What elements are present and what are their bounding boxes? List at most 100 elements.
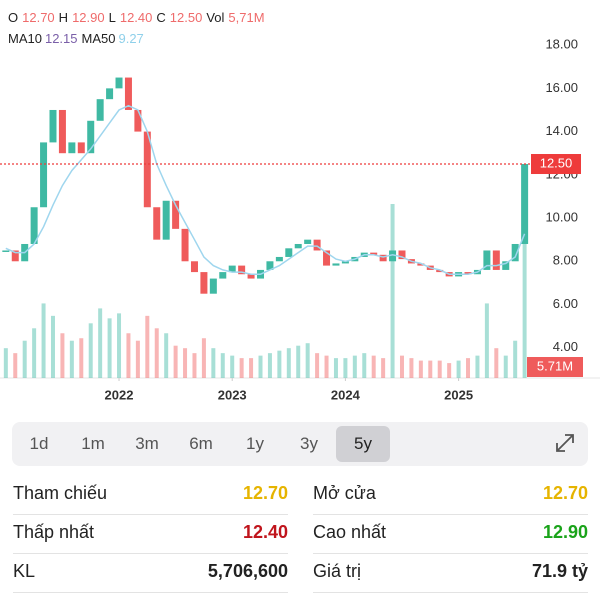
candle [219,272,227,279]
period-tab[interactable]: 3y [300,434,318,453]
volume-bar [381,358,386,378]
stat-row: Mở cửa 12.70 [313,483,588,504]
x-tick-label: 2025 [444,387,473,402]
candle [153,207,161,240]
candle [313,239,321,251]
candle [58,109,66,154]
candle [11,250,19,262]
volume-bar [135,340,140,378]
candle [389,250,397,262]
stat-label: Mở cửa [313,483,376,503]
candle [124,77,132,110]
volume-box [527,357,583,377]
volume-bar [296,345,301,378]
stat-value: 12.90 [542,522,588,542]
volume-bar [399,355,404,378]
candle [275,256,283,262]
volume-bar [390,204,395,378]
stat-label: Giá trị [313,561,362,581]
period-tab[interactable]: 1y [246,434,264,453]
stat-row: Cao nhất 12.90 [313,522,588,543]
volume-bar [343,358,348,378]
volume-bar [60,333,65,378]
volume-bar [126,333,131,378]
legend-key: MA10 [8,31,42,46]
candle [379,254,387,262]
volume-bar [22,340,27,378]
volume-bar [13,353,18,378]
volume-bar [117,313,122,378]
candle [294,243,302,249]
volume-bar [201,338,206,378]
volume-bar [447,363,452,378]
volume-bar [211,348,216,378]
volume-bar [418,360,423,378]
legend-key: C [156,10,166,25]
candle [323,250,331,266]
volume-bar [220,353,225,378]
volume-bar [305,343,310,378]
candle [511,243,519,262]
volume-bar [154,328,159,378]
volume-bar [428,360,433,378]
candle [238,265,246,275]
volume-bar [456,360,461,378]
stat-label: Thấp nhất [13,522,95,542]
period-tab[interactable]: 1m [81,434,105,453]
volume-bar [315,353,320,378]
x-tick-label: 2024 [331,387,361,402]
stat-value: 71.9 tỷ [531,561,588,581]
candle [200,272,208,294]
volume-bar [466,358,471,378]
volume-bar [79,338,84,378]
ohlc-legend: O 12.70 H 12.90 L 12.40 C 12.50 Vol 5,71M [8,10,269,25]
candle [68,142,76,154]
volume-label: 5.71M [537,358,573,373]
x-tick-label: 2022 [105,387,134,402]
candle [502,261,510,270]
candle [464,272,472,275]
y-tick-label: 18.00 [545,37,578,52]
volume-bar [41,303,46,378]
candle [521,164,529,244]
separator [13,592,288,593]
candle [181,228,189,262]
volume-bar [522,236,527,378]
legend-value: 5,71M [228,10,265,25]
candle [492,250,500,270]
stat-value: 12.70 [542,483,588,503]
period-tab[interactable]: 6m [189,434,213,453]
period-tab[interactable]: 1d [29,434,49,453]
stat-row: Giá trị 71.9 tỷ [313,561,588,582]
ma50-line [5,104,526,275]
candle [228,265,236,273]
candle [266,261,274,270]
volume-bar [98,308,103,378]
volume-bar [437,360,442,378]
volume-bar [173,345,178,378]
candle [30,207,38,244]
stat-value: 12.40 [242,522,288,542]
separator [13,514,288,515]
candle [143,131,151,208]
candle [247,274,255,279]
candle [370,252,378,255]
volume-bar [503,355,508,378]
y-tick-label: 16.00 [545,80,578,95]
expand-icon[interactable] [554,432,576,454]
candle [304,239,312,244]
stat-row: Tham chiếu 12.70 [13,483,288,504]
volume-bar [277,350,282,378]
stat-value: 12.70 [242,483,288,503]
chart: 4.006.008.0010.0012.0014.0016.0018.00202… [0,37,600,402]
y-tick-label: 14.00 [545,123,578,138]
volume-bar [258,355,263,378]
y-tick-label: 4.00 [553,339,578,354]
legend-key: L [108,10,116,25]
candle [398,250,406,260]
period-tab[interactable]: 5y [336,426,390,462]
candle [77,142,85,154]
candle [190,261,198,273]
period-tab[interactable]: 3m [135,434,159,453]
y-tick-label: 6.00 [553,296,578,311]
